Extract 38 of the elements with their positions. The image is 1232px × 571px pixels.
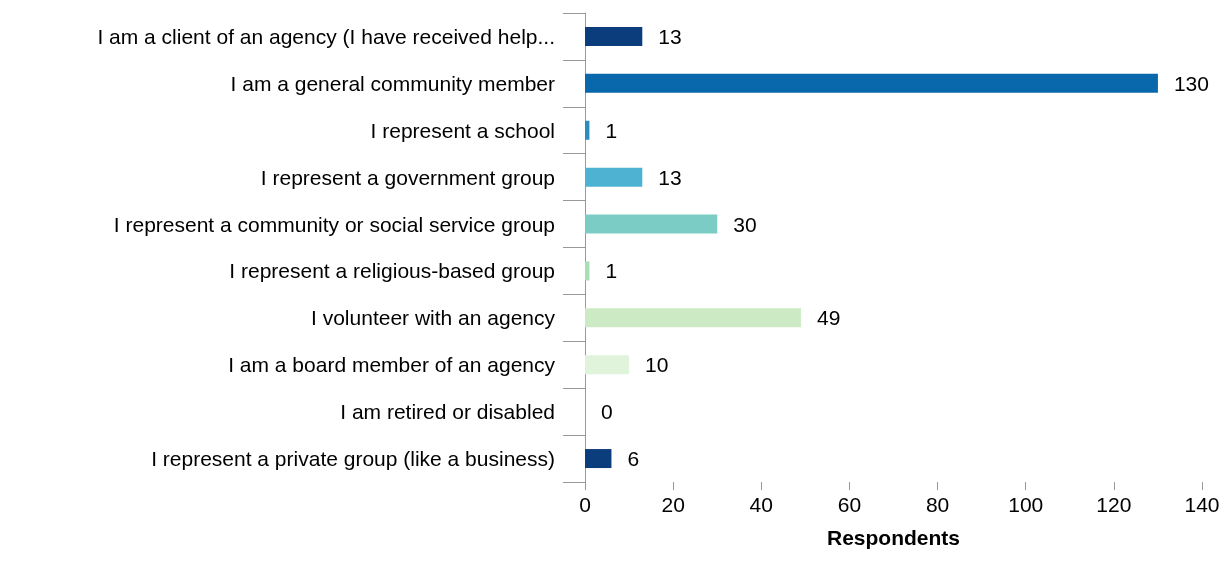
bar xyxy=(585,355,630,375)
y-tick-label: I represent a private group (like a business) xyxy=(151,447,555,471)
y-tick-label: I represent a religious-based group xyxy=(229,259,555,283)
data-label: 6 xyxy=(627,447,640,471)
data-label: 0 xyxy=(601,400,613,424)
y-tick-label: I represent a community or social service group xyxy=(113,212,555,236)
bar xyxy=(585,167,643,187)
bar xyxy=(585,26,643,46)
y-tick-label: I represent a government group xyxy=(260,165,555,189)
x-tick-label: 140 xyxy=(1184,493,1220,516)
x-tick-label: 0 xyxy=(579,493,591,516)
data-label: 30 xyxy=(733,212,757,236)
bar xyxy=(585,73,1158,93)
x-tick-label: 120 xyxy=(1096,493,1132,516)
bar xyxy=(585,449,612,469)
bar xyxy=(585,308,801,328)
y-tick-label: I am a general community member xyxy=(230,71,555,95)
y-tick-label: I am retired or disabled xyxy=(340,400,555,424)
x-axis-title: Respondents xyxy=(826,526,961,549)
data-label: 49 xyxy=(816,306,841,330)
bar xyxy=(585,214,718,234)
x-tick-label: 80 xyxy=(925,493,950,516)
x-tick-label: 40 xyxy=(749,493,773,516)
x-tick-label: 20 xyxy=(661,493,685,516)
data-label: 13 xyxy=(658,24,682,48)
x-tick-label: 100 xyxy=(1008,493,1044,516)
data-label: 13 xyxy=(658,165,682,189)
x-tick-label: 60 xyxy=(837,493,862,516)
data-label: 10 xyxy=(645,353,669,377)
y-tick-label: I represent a school xyxy=(370,118,555,142)
y-tick-label: I volunteer with an agency xyxy=(311,306,556,330)
y-tick-label: I am a board member of an agency xyxy=(228,353,556,377)
y-tick-label: I am a client of an agency (I have received help... xyxy=(97,24,555,48)
bar xyxy=(585,120,590,140)
bar xyxy=(585,261,590,281)
data-label: 1 xyxy=(605,118,618,142)
data-label: 130 xyxy=(1173,71,1209,95)
data-label: 1 xyxy=(605,259,618,283)
